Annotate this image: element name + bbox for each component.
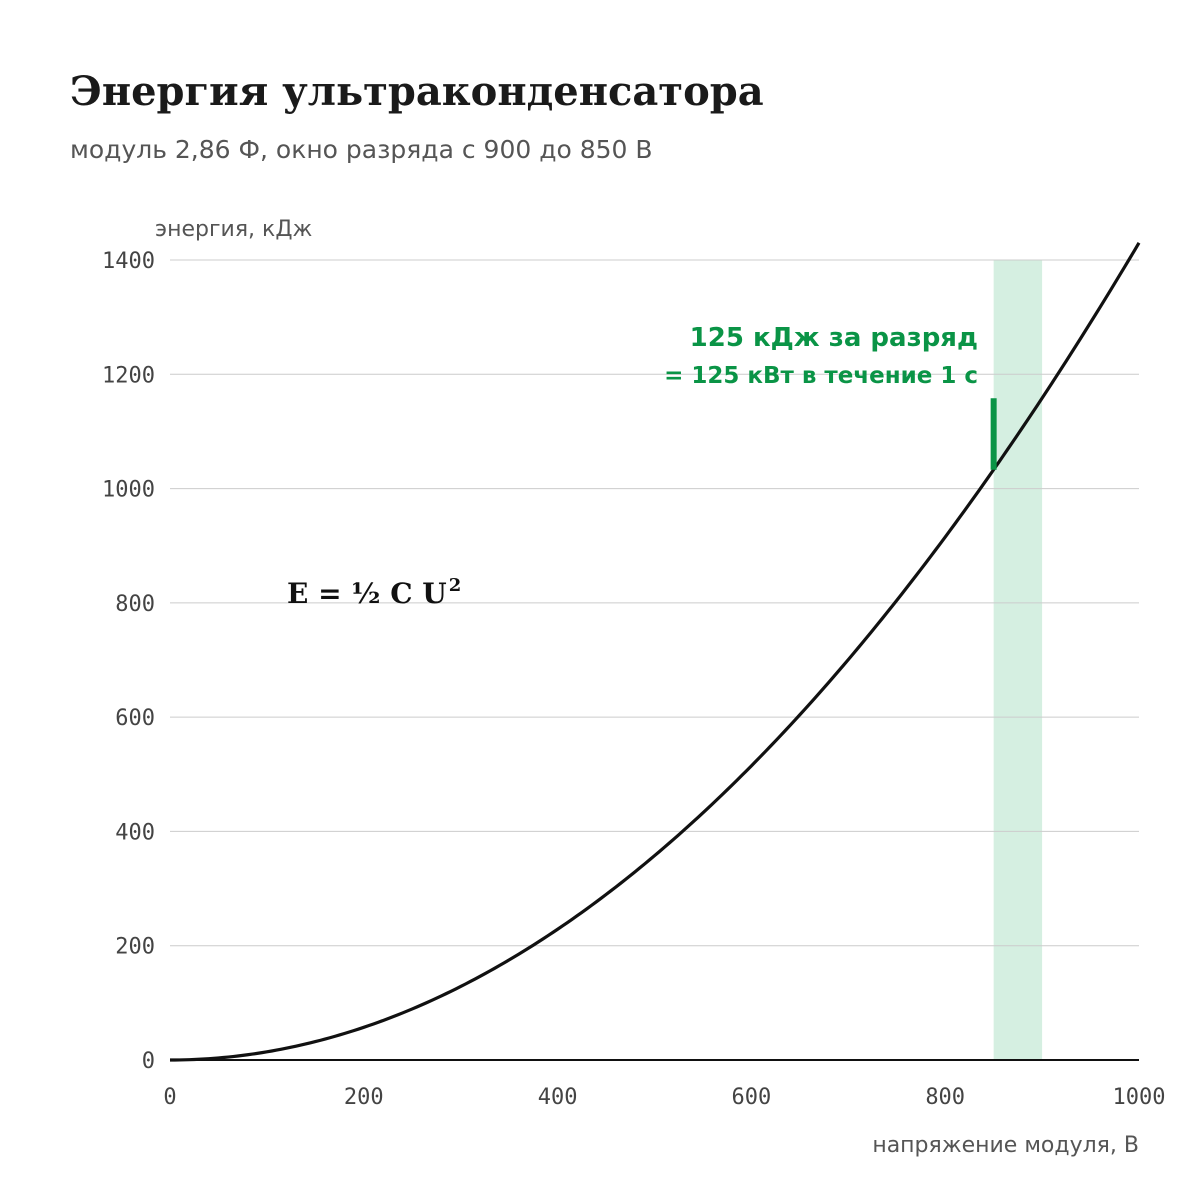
y-tick-1400: 1400 xyxy=(102,249,155,274)
x-tick-1000: 1000 xyxy=(1113,1085,1166,1110)
annotation-energy: 125 кДж за разряд xyxy=(690,323,978,353)
x-axis-label: напряжение модуля, В xyxy=(872,1133,1139,1158)
annotation-power: = 125 кВт в течение 1 с xyxy=(664,363,978,389)
x-tick-400: 400 xyxy=(538,1085,578,1110)
discharge-band-layer xyxy=(993,260,1043,1060)
y-tick-1000: 1000 xyxy=(102,478,155,503)
formula-main: E = ½ C U xyxy=(287,577,447,610)
x-tick-0: 0 xyxy=(163,1085,176,1110)
y-tick-200: 200 xyxy=(115,935,155,960)
formula-exponent: 2 xyxy=(449,575,462,596)
chart-subtitle: модуль 2,86 Ф, окно разряда с 900 до 850… xyxy=(70,135,653,164)
chart-title: Энергия ультраконденсатора xyxy=(70,68,764,115)
x-tick-600: 600 xyxy=(732,1085,772,1110)
tick-layer: 0 200 400 600 800 1000 1200 1400 0 200 400 600 800 10… xyxy=(102,249,1165,1110)
x-tick-200: 200 xyxy=(344,1085,384,1110)
y-tick-1200: 1200 xyxy=(102,363,155,388)
grid-layer xyxy=(170,259,1139,1061)
y-tick-600: 600 xyxy=(115,706,155,731)
y-tick-400: 400 xyxy=(115,820,155,845)
y-axis-label: энергия, кДж xyxy=(155,217,313,242)
curve-layer xyxy=(169,242,1141,1062)
discharge-band xyxy=(993,260,1043,1060)
x-tick-800: 800 xyxy=(925,1085,965,1110)
y-tick-800: 800 xyxy=(115,592,155,617)
y-tick-0: 0 xyxy=(142,1049,155,1074)
energy-curve xyxy=(169,242,1141,1062)
